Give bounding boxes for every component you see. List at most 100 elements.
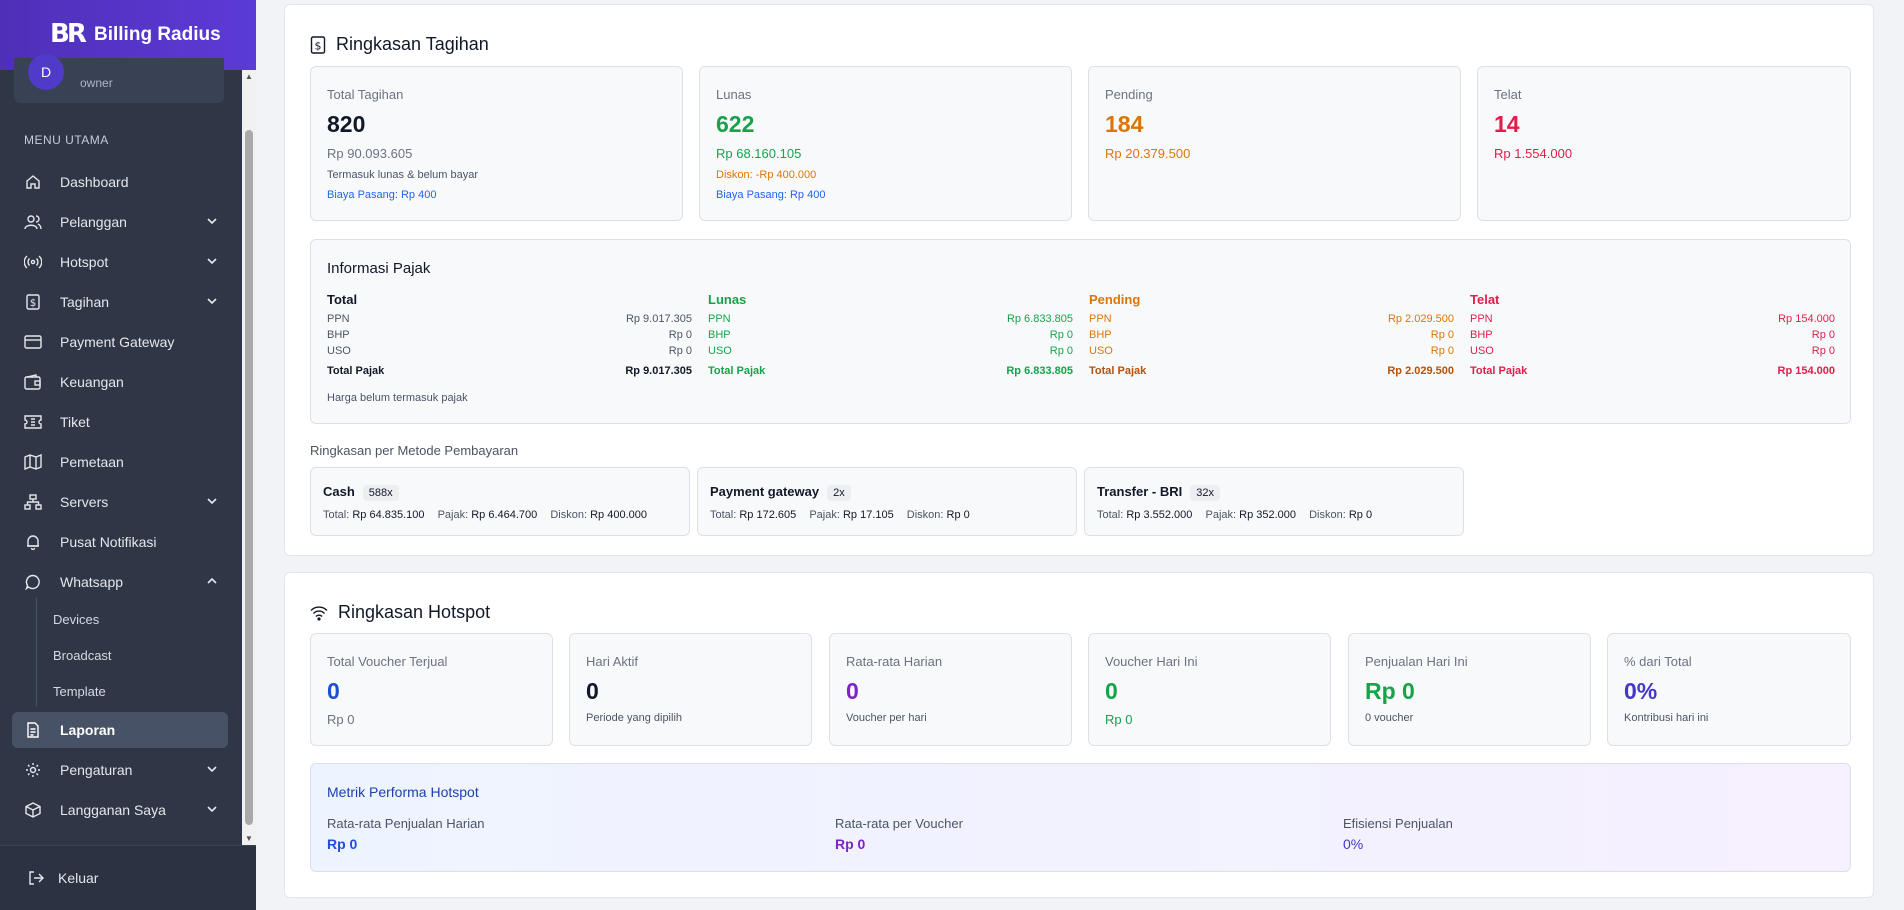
telat-card: Telat 14 Rp 1.554.000 [1477, 66, 1851, 221]
pajak-title: Informasi Pajak [327, 260, 431, 277]
uso-label: USO [327, 345, 351, 357]
sidebar-item-dashboard[interactable]: Dashboard [12, 164, 228, 200]
metrik-label: Rata-rata per Voucher [835, 816, 963, 831]
sidebar-item-pemetaan[interactable]: Pemetaan [12, 444, 228, 480]
rata-rata-harian-card: Rata-rata Harian 0 Voucher per hari [829, 633, 1072, 746]
sidebar-item-payment-gateway[interactable]: Payment Gateway [12, 324, 228, 360]
sidebar-item-label: Pusat Notifikasi [60, 534, 157, 550]
bhp-label: BHP [327, 329, 350, 341]
card-amount: Rp 20.379.500 [1105, 146, 1191, 161]
card-fee: Biaya Pasang: Rp 400 [327, 189, 437, 201]
card-value: Rp 0 [1365, 678, 1415, 704]
sidebar-item-hotspot[interactable]: Hotspot [12, 244, 228, 280]
wifi-icon [310, 605, 328, 621]
card-count: 14 [1494, 111, 1520, 137]
chevron-down-icon [206, 255, 218, 267]
sidebar-item-label: Langganan Saya [60, 802, 166, 818]
card-label: Total Voucher Terjual [327, 654, 448, 669]
bhp-value: Rp 0 [1430, 329, 1454, 341]
logout-button[interactable]: Keluar [0, 845, 256, 910]
metode-pajak: Rp 6.464.700 [471, 509, 538, 521]
tagihan-panel: $ Ringkasan Tagihan Total Tagihan 820 Rp… [284, 4, 1874, 556]
card-label: Hari Aktif [586, 654, 639, 669]
invoice-icon: $ [24, 293, 42, 311]
sidebar-item-pelanggan[interactable]: Pelanggan [12, 204, 228, 240]
uso-value: Rp 0 [1049, 345, 1073, 357]
avatar: D [28, 54, 64, 90]
report-icon [24, 721, 42, 739]
logout-icon [28, 870, 44, 886]
card-label: Pending [1105, 87, 1153, 102]
sidebar-item-laporan[interactable]: Laporan [12, 712, 228, 748]
total-pajak-label: Total Pajak [708, 365, 766, 377]
metrik-item: Rata-rata per Voucher Rp 0 [835, 816, 963, 852]
user-card[interactable]: D owner [14, 54, 224, 103]
bhp-label: BHP [1089, 329, 1112, 341]
scrollbar-thumb[interactable] [245, 130, 253, 825]
sidebar-item-servers[interactable]: Servers [12, 484, 228, 520]
total-pajak-value: Rp 2.029.500 [1387, 365, 1454, 377]
user-role: owner [80, 76, 113, 90]
sidebar-subitem-broadcast[interactable]: Broadcast [53, 648, 112, 663]
chevron-down-icon [206, 763, 218, 775]
total-pajak-value: Rp 9.017.305 [625, 365, 692, 377]
card-fee: Biaya Pasang: Rp 400 [716, 189, 826, 201]
pajak-col-title: Pending [1089, 292, 1141, 307]
metode-title: Ringkasan per Metode Pembayaran [310, 443, 519, 458]
sidebar-item-label: Tagihan [60, 294, 110, 310]
sidebar-item-pusat-notifikasi[interactable]: Pusat Notifikasi [12, 524, 228, 560]
card-label: Total Tagihan [327, 87, 404, 102]
menu-title: MENU UTAMA [24, 133, 109, 147]
uso-value: Rp 0 [1811, 345, 1835, 357]
card-sub: Rp 0 [327, 712, 355, 727]
ppn-label: PPN [1089, 313, 1112, 325]
scroll-up-icon[interactable]: ▲ [245, 72, 253, 81]
sidebar-item-langganan-saya[interactable]: Langganan Saya [12, 792, 228, 828]
bhp-label: BHP [708, 329, 731, 341]
metode-name: Payment gateway [710, 484, 820, 499]
sidebar-item-pengaturan[interactable]: Pengaturan [12, 752, 228, 788]
pajak-col-title: Total [327, 292, 358, 307]
sidebar-item-label: Whatsapp [60, 574, 124, 590]
users-icon [24, 213, 42, 231]
total-voucher-card: Total Voucher Terjual 0 Rp 0 [310, 633, 553, 746]
chat-icon [24, 573, 42, 591]
uso-value: Rp 0 [1430, 345, 1454, 357]
sidebar-subitem-devices[interactable]: Devices [53, 612, 100, 627]
sidebar-item-keuangan[interactable]: Keuangan [12, 364, 228, 400]
metode-diskon: Rp 0 [946, 509, 970, 521]
metode-name: Transfer - BRI [1097, 484, 1183, 499]
logout-label: Keluar [58, 870, 99, 886]
app-title: Billing Radius [94, 24, 221, 45]
metrik-item: Efisiensi Penjualan 0% [1343, 816, 1453, 852]
penjualan-hari-ini-card: Penjualan Hari Ini Rp 0 0 voucher [1348, 633, 1591, 746]
metrik-value: Rp 0 [327, 836, 358, 852]
metrik-performa: Metrik Performa Hotspot Rata-rata Penjua… [310, 763, 1851, 872]
metode-card-payment-gateway: Payment gateway 2x Total: Rp 172.605 Paja… [697, 467, 1077, 536]
sidebar-item-tiket[interactable]: Tiket [12, 404, 228, 440]
metode-card-transfer-bri: Transfer - BRI 32x Total: Rp 3.552.000 Pa… [1084, 467, 1464, 536]
total-pajak-label: Total Pajak [1089, 365, 1147, 377]
map-icon [24, 453, 42, 471]
hotspot-panel: Ringkasan Hotspot Total Voucher Terjual … [284, 572, 1874, 898]
sidebar-item-tagihan[interactable]: $ Tagihan [12, 284, 228, 320]
metode-count-badge: 2x [827, 485, 851, 501]
card-sub: 0 voucher [1365, 712, 1414, 724]
total-pajak-label: Total Pajak [327, 365, 385, 377]
pajak-label: Pajak: [809, 509, 840, 521]
ppn-label: PPN [1470, 313, 1493, 325]
sidebar-item-whatsapp[interactable]: Whatsapp [12, 564, 228, 600]
credit-card-icon [24, 333, 42, 351]
server-icon [24, 493, 42, 511]
metode-diskon: Rp 0 [1348, 509, 1373, 521]
scroll-down-icon[interactable]: ▼ [245, 834, 253, 843]
pajak-col-telat: Telat PPN Rp 154.000 BHP Rp 0 USO Rp 0 Tota… [1470, 292, 1835, 381]
card-label: Rata-rata Harian [846, 654, 943, 669]
ppn-value: Rp 2.029.500 [1387, 313, 1454, 325]
sidebar-scrollbar[interactable]: ▲ ▼ [242, 70, 256, 845]
metode-pajak: Rp 352.000 [1239, 509, 1297, 521]
chevron-down-icon [206, 215, 218, 227]
sidebar-subitem-template[interactable]: Template [53, 684, 106, 699]
sidebar-item-label: Servers [60, 494, 109, 510]
metrik-value: 0% [1343, 836, 1364, 852]
